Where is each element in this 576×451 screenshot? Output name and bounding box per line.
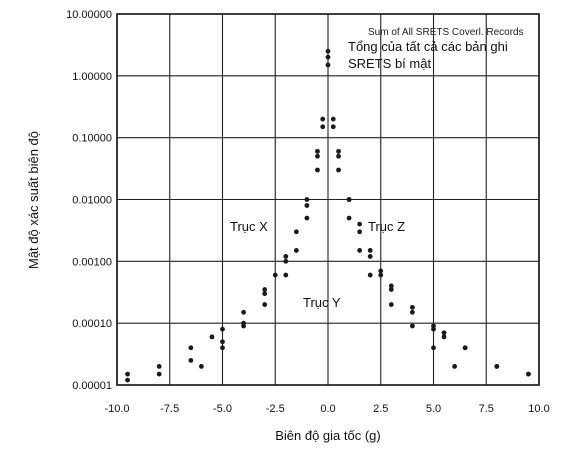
y-tick-label: 0.00100 [72,256,112,268]
x-axis-title: Biên độ gia tốc (g) [275,428,381,443]
data-point [325,54,331,60]
x-tick-label: 10.0 [528,403,549,415]
data-point [125,371,130,377]
x-tick-label: -5.0 [213,403,232,415]
data-points [125,48,531,383]
y-tick-label: 0.10000 [72,133,112,145]
data-point [378,272,384,278]
y-tick-label: 1.00000 [72,71,112,83]
series-y-axis [199,62,457,369]
data-point [410,304,415,310]
data-point [209,334,215,340]
data-point [220,345,225,351]
data-point [283,254,289,259]
data-point [220,326,225,332]
data-point [388,287,394,292]
data-point [378,268,384,274]
series-label-y-axis: Trục Y [303,295,341,310]
data-point [336,167,341,173]
data-point [262,302,268,307]
grid-lines [116,13,540,386]
data-point [441,334,447,340]
y-tick-label: 0.00010 [72,318,112,330]
data-point [241,309,247,315]
data-point [336,153,341,159]
y-tick-label: 10.00000 [66,9,112,21]
x-tick-label: -7.5 [160,403,179,415]
y-tick-label: 0.00001 [72,380,112,392]
data-point [320,116,326,122]
y-tick-labels: 10.00000 1.00000 0.10000 0.01000 0.00100 0.00… [66,9,112,392]
data-point [262,291,268,297]
data-point [367,254,373,259]
x-tick-label: -2.5 [266,403,285,415]
data-point [293,229,299,235]
x-tick-label: 7.5 [479,403,494,415]
data-point [325,62,331,68]
data-point [462,345,468,351]
series-label-x-axis: Trục X [230,219,268,234]
data-point [336,148,341,154]
data-point [304,197,310,202]
data-point [293,248,299,253]
data-point [526,371,531,377]
series-label-z-axis: Trục Z [368,219,405,234]
data-point [156,371,162,377]
data-point [272,272,278,278]
legend-vi-line1: Tổng của tất cả các bản ghi [348,39,508,54]
data-point [431,323,436,329]
x-tick-label: 0.0 [320,403,335,415]
data-point [315,167,320,173]
plot-frame [116,13,540,386]
data-point [315,153,320,159]
y-axis-title: Mật độ xác suất biên độ [26,131,41,269]
data-point [346,215,352,221]
data-point [320,124,326,130]
data-point [325,48,331,54]
series-z-axis [125,48,531,383]
data-point [452,363,457,369]
data-point [188,345,194,351]
data-point [357,248,363,253]
data-point [283,272,289,278]
data-point [262,287,268,292]
data-point [156,363,162,369]
data-point [367,272,373,278]
legend-original-text: Sum of All SRETS Coverl. Records [368,27,524,38]
x-tick-labels: -10.0 -7.5 -5.0 -2.5 0.0 2.5 5.0 7.5 10.0 [104,403,549,415]
data-point [241,320,247,326]
data-point [367,248,373,253]
data-point [220,339,225,345]
data-point [125,377,130,383]
data-point [388,283,394,289]
data-point [330,116,336,122]
legend-vi-line2: SRETS bí mật [348,56,431,71]
data-point [357,229,363,235]
x-tick-label: 2.5 [373,403,388,415]
data-point [315,148,320,154]
data-point [388,302,394,307]
data-point [410,323,415,329]
data-point [494,363,500,369]
y-tick-label: 0.01000 [72,195,112,207]
data-point [304,215,310,221]
data-point [330,124,336,130]
data-point [431,345,436,351]
data-point [304,203,310,208]
data-point [441,330,447,336]
data-point [188,357,194,363]
data-point [346,197,352,202]
x-tick-label: -10.0 [104,403,129,415]
data-point [199,363,204,369]
x-tick-label: 5.0 [426,403,441,415]
data-point [357,221,363,227]
data-point [283,258,289,264]
data-point [410,309,415,315]
